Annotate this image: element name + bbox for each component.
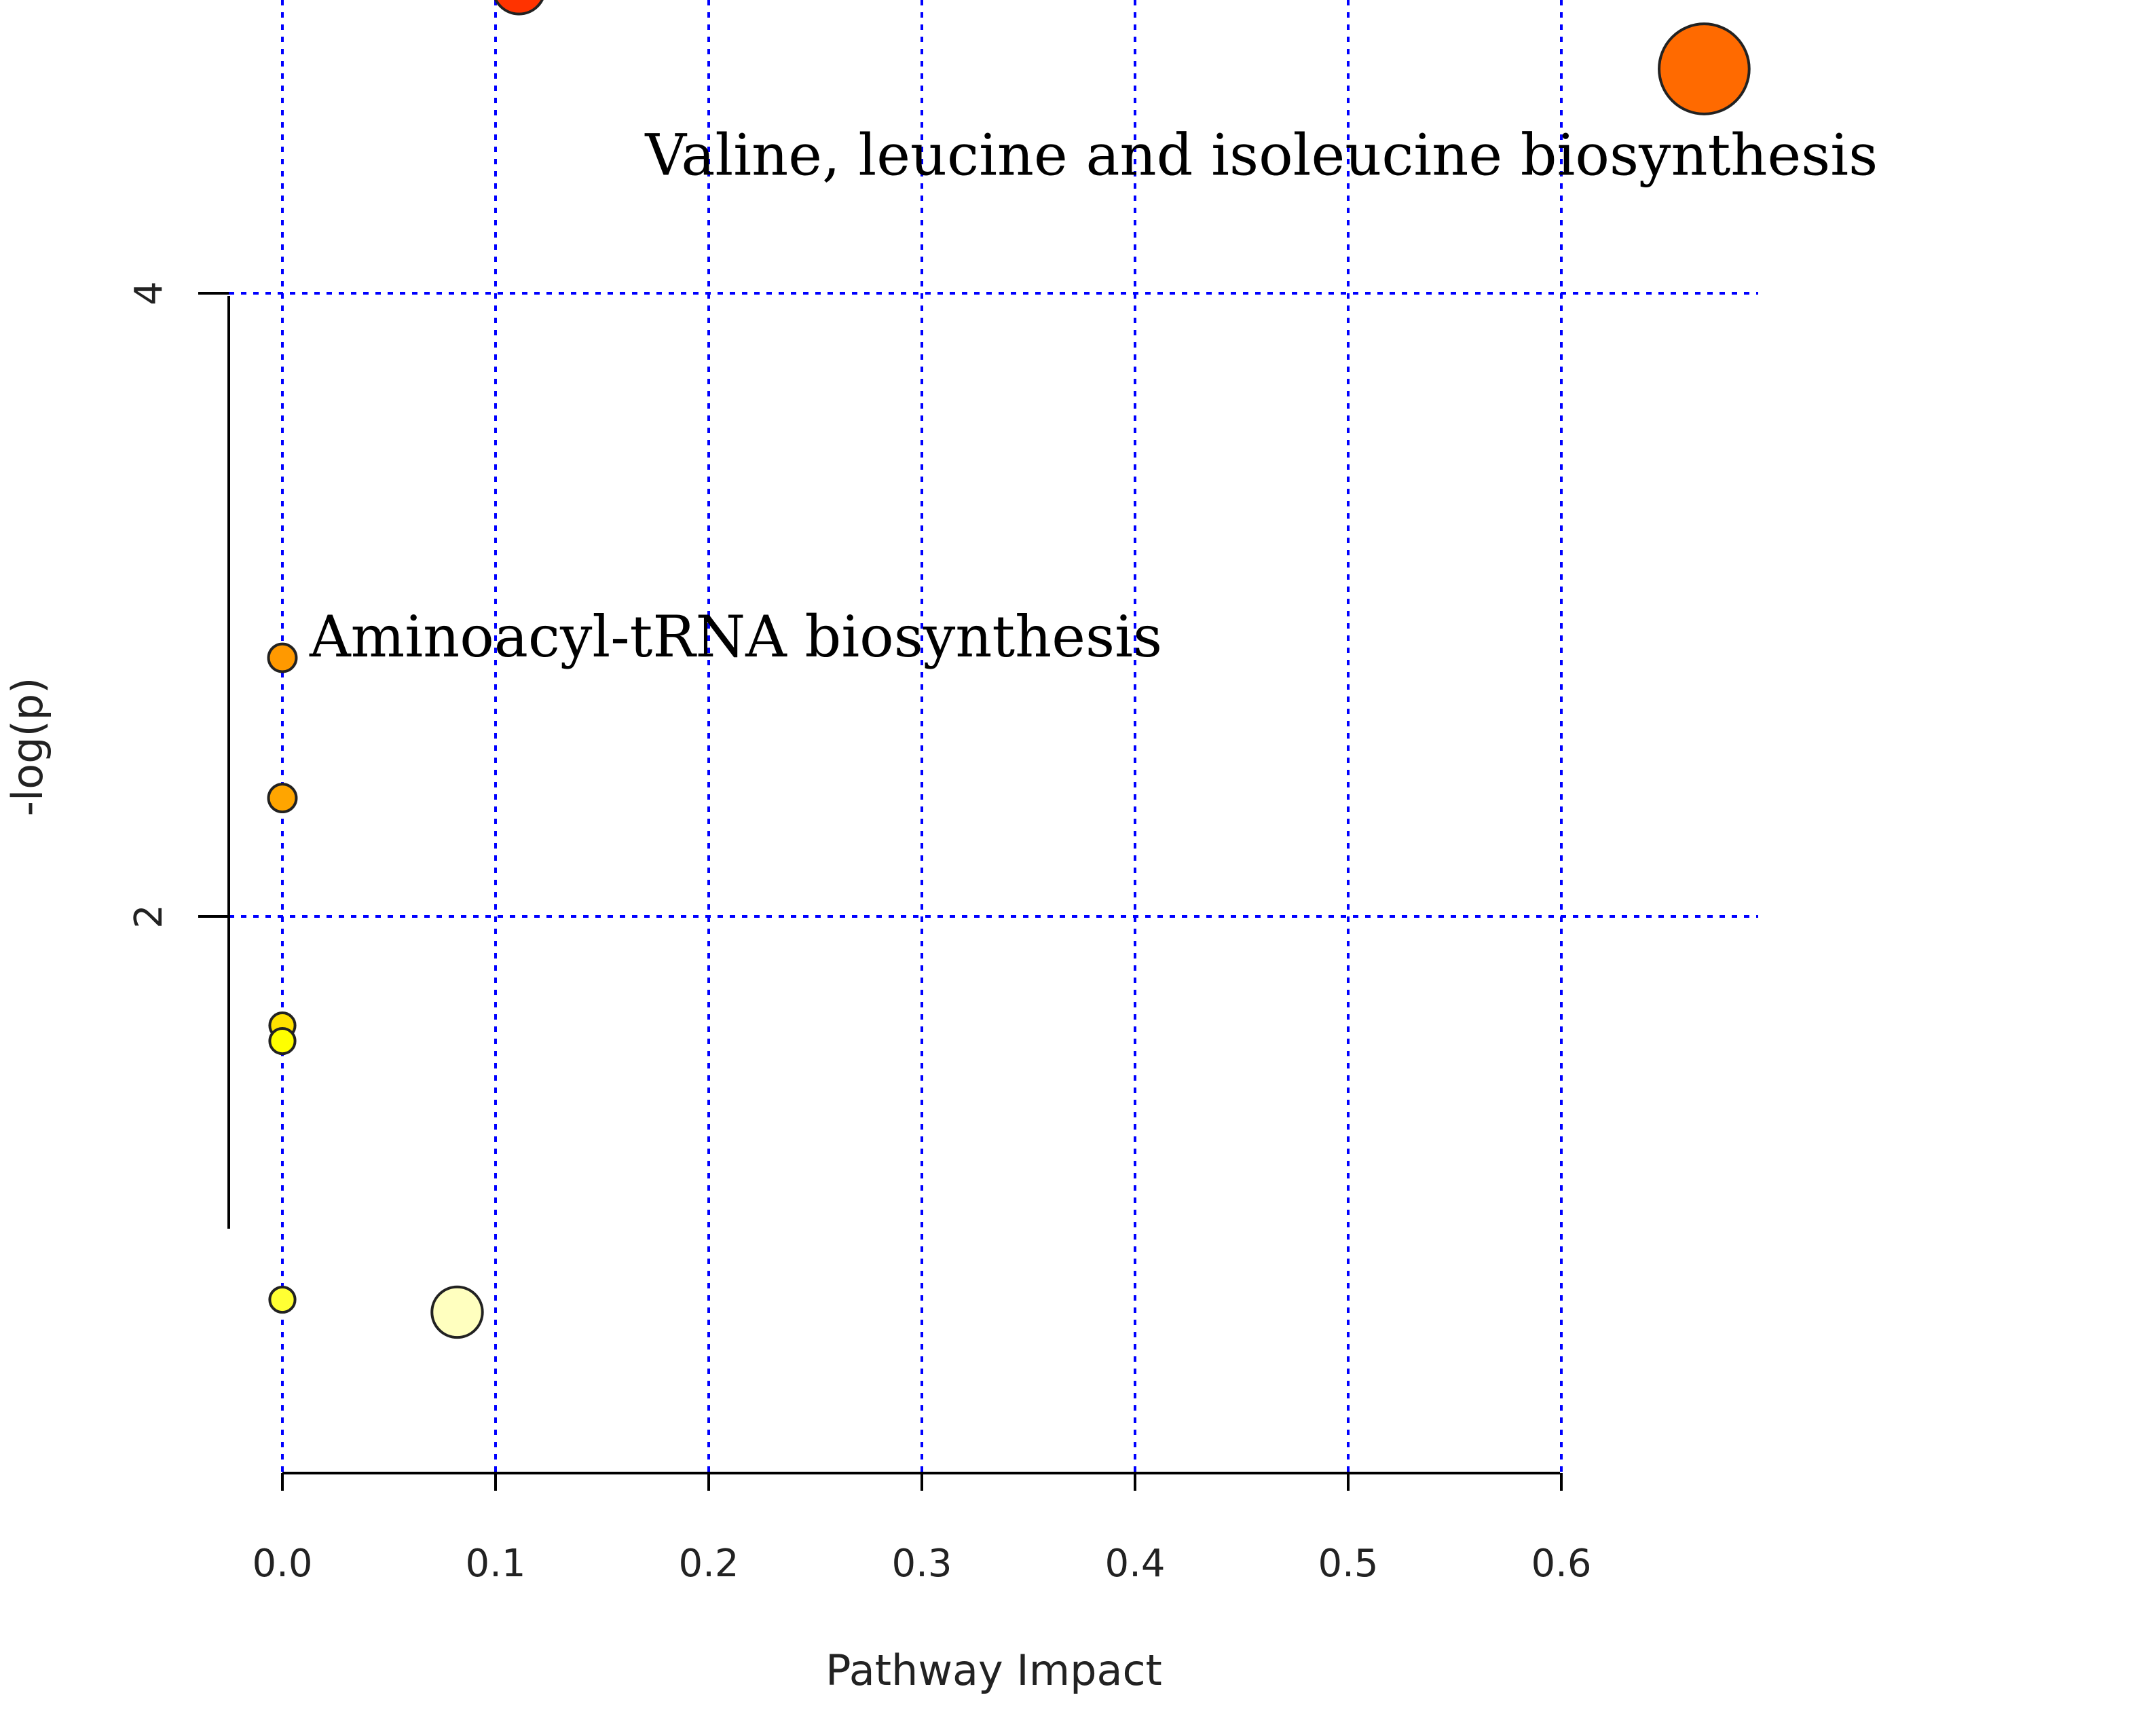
point-labels: Arachidonic acid metabolismSphingolipid … [309, 122, 1878, 671]
data-point [268, 1027, 297, 1056]
x-tick-label: 0.5 [1318, 1542, 1378, 1586]
y-axis-title: -log(p) [3, 677, 52, 817]
data-point [267, 642, 298, 673]
axes: 0.00.10.20.30.40.50.62468 [127, 281, 1592, 1586]
data-point [267, 783, 298, 814]
x-tick-label: 0.0 [252, 1542, 312, 1586]
x-tick-label: 0.1 [465, 1542, 525, 1586]
data-point [494, 0, 544, 16]
x-tick-label: 0.6 [1531, 1542, 1591, 1586]
x-tick-label: 0.2 [678, 1542, 739, 1586]
x-tick-label: 0.4 [1104, 1542, 1165, 1586]
grid-lines [229, 0, 1758, 1473]
y-tick-label: 2 [127, 904, 171, 929]
y-tick-label: 4 [127, 281, 171, 305]
data-point [430, 1285, 484, 1339]
x-axis-title: Pathway Impact [825, 1646, 1162, 1695]
data-points [267, 0, 1751, 1339]
point-label: Valine, leucine and isoleucine biosynthe… [644, 122, 1878, 189]
data-point [1658, 22, 1751, 115]
data-point [268, 1285, 297, 1314]
x-tick-label: 0.3 [891, 1542, 952, 1586]
point-label: Aminoacyl-tRNA biosynthesis [309, 603, 1162, 670]
